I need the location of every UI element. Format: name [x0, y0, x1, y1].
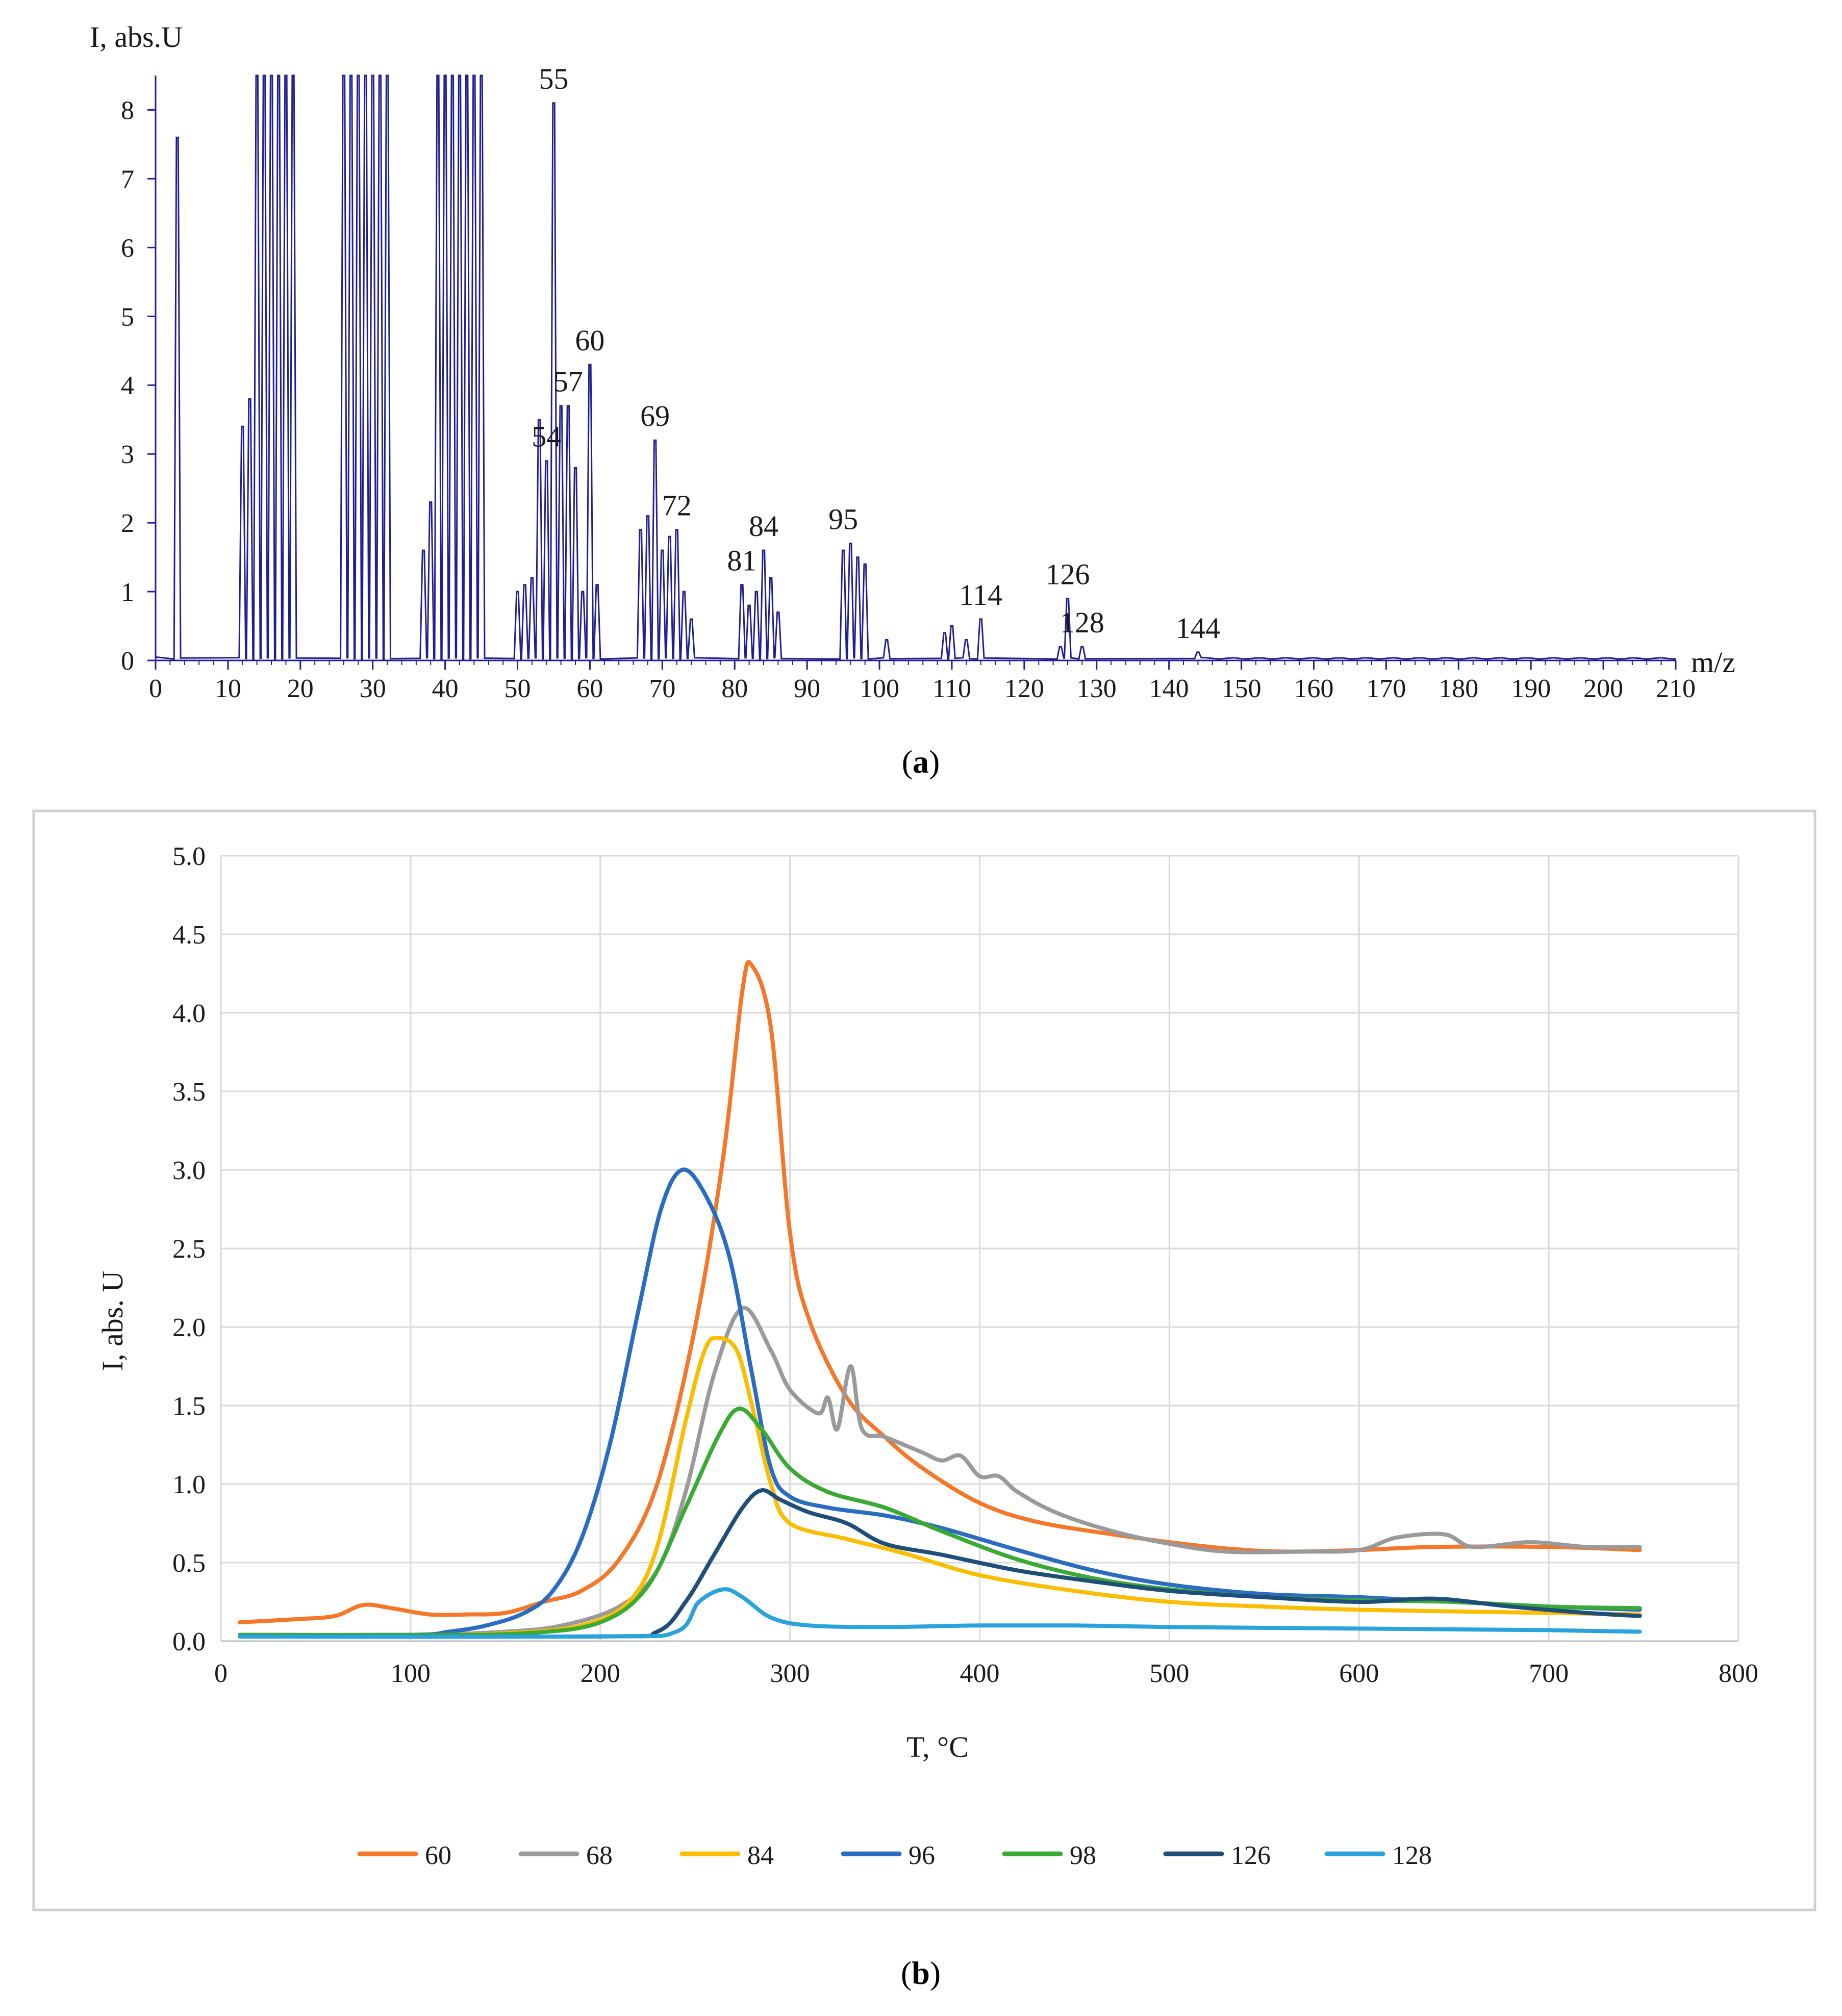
chart-a-peak-label: 57: [553, 365, 583, 398]
chart-a-x-tick-label: 130: [1077, 674, 1117, 703]
chart-b-series-126: [238, 1488, 1642, 1639]
chart-b-legend-label-98: 98: [1070, 1841, 1096, 1870]
chart-b-frame: [32, 809, 1816, 1911]
chart-b-series-lines: [238, 960, 1642, 1639]
chart-a-x-tick-label: 150: [1222, 674, 1261, 703]
chart-a-x-tick-label: 110: [932, 674, 971, 703]
chart-b-legend-label-60: 60: [425, 1841, 451, 1870]
chart-a-y-tick-label: 6: [121, 234, 134, 263]
chart-b-series-60: [238, 960, 1642, 1624]
chart-b-y-tick-label: 0.0: [172, 1627, 206, 1656]
chart-a-x-tick-label: 20: [287, 674, 314, 703]
chart-a-peak-label: 128: [1060, 606, 1104, 639]
chart-b-y-tick-label: 1.0: [172, 1470, 206, 1499]
chart-b-y-tick-label: 3.0: [172, 1156, 206, 1185]
chart-a-peak-label: 60: [575, 324, 604, 357]
chart-a-y-axis-label: I, abs.U: [90, 20, 183, 54]
chart-a-x-tick-label: 0: [149, 674, 162, 703]
chart-b-legend-label-126: 126: [1231, 1841, 1271, 1870]
chart-b-x-tick-label: 500: [1149, 1659, 1189, 1688]
chart-a-peak-label: 144: [1176, 611, 1220, 645]
chart-a-caption: (a): [902, 744, 940, 780]
chart-a-x-tick-label: 190: [1511, 674, 1551, 703]
chart-b-ticks: 0.0 0.5 1.0 1.5 2.0 2.5 3.0 3.5 4.0 4.5 5.0 0 100 200…: [172, 842, 1758, 1688]
chart-b-y-tick-label: 4.0: [172, 999, 206, 1028]
chart-b-y-tick-label: 2.0: [172, 1313, 206, 1342]
chart-a-x-tick-label: 60: [576, 674, 603, 703]
chart-a-y-tick-label: 5: [121, 302, 134, 331]
chart-a-x-tick-label: 90: [794, 674, 820, 703]
chart-a-peak-label: 54: [532, 420, 561, 453]
chart-b-x-tick-label: 600: [1339, 1659, 1379, 1688]
chart-b-caption: (b): [901, 1955, 941, 1991]
chart-a-y-tick-label: 1: [121, 578, 134, 607]
chart-b-legend-label-128: 128: [1392, 1841, 1432, 1870]
chart-b-series-128: [238, 1587, 1642, 1639]
chart-a-x-tick-label: 170: [1366, 674, 1406, 703]
chart-b-series-84: [238, 1336, 1642, 1637]
chart-b-legend-label-96: 96: [909, 1841, 935, 1870]
chart-b-x-tick-label: 200: [581, 1659, 620, 1688]
chart-a-x-tick-label: 70: [649, 674, 675, 703]
chart-b-series-96: [238, 1167, 1642, 1638]
chart-b-y-tick-label: 0.5: [172, 1549, 206, 1578]
chart-a-x-tick-label: 30: [360, 674, 386, 703]
chart-a-x-tick-label: 80: [721, 674, 748, 703]
chart-a-y-tick-label: 3: [121, 440, 134, 469]
chart-a-x-tick-label: 120: [1004, 674, 1044, 703]
chart-a-peak-label: 95: [828, 503, 858, 536]
chart-b-x-tick-label: 100: [391, 1659, 431, 1688]
chart-a-axes: 0 10 20 30 40 50 60 70 80 90 100 110 120 130 140 150 160…: [121, 75, 1696, 703]
chart-b-y-tick-label: 1.5: [172, 1392, 206, 1421]
chart-a-x-axis-label: m/z: [1691, 646, 1735, 679]
chart-a: 0 10 20 30 40 50 60 70 80 90 100 110 120 130 140 150 160…: [90, 20, 1735, 780]
chart-a-peak-label: 55: [539, 62, 568, 95]
chart-a-spectrum-line: [155, 74, 1676, 660]
chart-a-y-tick-label: 8: [121, 96, 134, 125]
chart-b-x-tick-label: 700: [1529, 1659, 1569, 1688]
chart-b-y-axis-label: I, abs. U: [96, 1271, 129, 1371]
chart-a-x-tick-label: 50: [504, 674, 531, 703]
chart-a-x-tick-label: 100: [860, 674, 899, 703]
chart-a-peak-label: 81: [727, 544, 756, 577]
chart-a-peak-label: 114: [959, 578, 1002, 611]
chart-a-y-tick-label: 2: [121, 509, 134, 538]
chart-b-y-tick-label: 3.5: [172, 1078, 206, 1107]
chart-a-x-tick-label: 180: [1439, 674, 1478, 703]
chart-a-peak-label: 84: [749, 509, 778, 543]
chart-b-legend: 60 68 84 96 98 126 128: [357, 1841, 1432, 1870]
chart-b-legend-label-84: 84: [747, 1841, 774, 1870]
chart-b-y-tick-label: 5.0: [172, 842, 206, 871]
chart-a-peak-label: 126: [1046, 558, 1090, 591]
chart-a-x-tick-label: 200: [1583, 674, 1623, 703]
chart-b-x-tick-label: 0: [214, 1659, 228, 1688]
chart-a-y-tick-label: 7: [121, 165, 134, 194]
chart-b-legend-label-68: 68: [586, 1841, 613, 1870]
chart-b-y-tick-label: 2.5: [172, 1235, 206, 1264]
chart-a-peak-label: 69: [640, 399, 670, 432]
chart-a-x-tick-label: 160: [1294, 674, 1333, 703]
chart-b-x-tick-label: 800: [1719, 1659, 1758, 1688]
chart-a-x-tick-label: 10: [215, 674, 241, 703]
chart-a-spectrum: [155, 74, 1676, 660]
chart-b-x-tick-label: 300: [770, 1659, 810, 1688]
chart-a-x-tick-label: 40: [432, 674, 459, 703]
chart-b-x-axis-label: T, °C: [906, 1730, 969, 1764]
chart-a-x-tick-label: 140: [1149, 674, 1189, 703]
chart-b-grid: [220, 855, 1739, 1642]
chart-b-x-tick-label: 400: [960, 1659, 1000, 1688]
chart-b-y-tick-label: 4.5: [172, 921, 206, 950]
chart-b: 0.0 0.5 1.0 1.5 2.0 2.5 3.0 3.5 4.0 4.5 5.0 0 100 200…: [32, 809, 1816, 1991]
chart-a-y-tick-label: 0: [121, 647, 134, 676]
chart-a-y-tick-label: 4: [121, 371, 134, 400]
chart-a-x-tick-label: 210: [1656, 674, 1696, 703]
chart-a-peak-label: 72: [662, 489, 692, 522]
